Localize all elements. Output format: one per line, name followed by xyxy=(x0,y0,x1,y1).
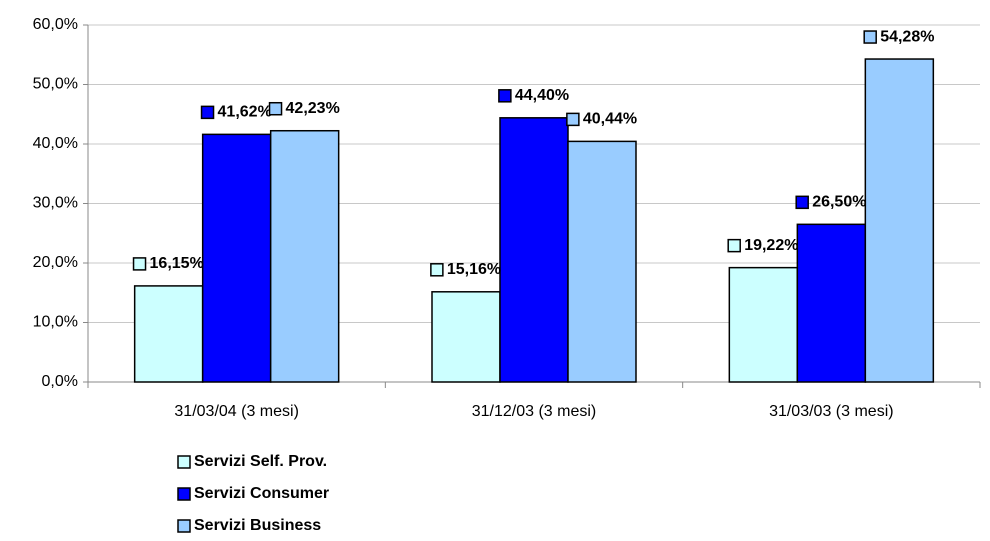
data-label-key xyxy=(200,105,215,120)
y-tick-label: 30,0% xyxy=(33,195,78,212)
bar xyxy=(864,58,935,383)
data-label: 26,50% xyxy=(812,194,866,211)
bar xyxy=(796,223,867,383)
data-label: 54,28% xyxy=(880,28,934,45)
y-tick-label: 10,0% xyxy=(33,314,78,331)
data-label-key xyxy=(498,89,512,103)
data-label: 15,16% xyxy=(447,261,501,278)
legend-swatch xyxy=(177,519,191,533)
data-label-key xyxy=(795,195,809,210)
y-tick-label: 50,0% xyxy=(33,76,78,93)
data-label-key xyxy=(268,101,283,116)
bar xyxy=(269,129,340,383)
x-tick-label: 31/03/03 (3 mesi) xyxy=(769,403,894,420)
bar xyxy=(133,285,204,383)
data-label-key xyxy=(863,30,877,44)
x-tick-label: 31/03/04 (3 mesi) xyxy=(174,403,299,420)
bar xyxy=(431,291,501,383)
y-tick-label: 60,0% xyxy=(33,16,78,33)
data-label: 42,23% xyxy=(286,100,340,117)
data-label: 41,62% xyxy=(218,104,272,121)
legend-label: Servizi Consumer xyxy=(194,485,329,502)
legend-label: Servizi Self. Prov. xyxy=(194,453,327,470)
bar xyxy=(201,133,272,383)
data-label: 16,15% xyxy=(150,255,204,272)
bar xyxy=(567,140,637,383)
data-label: 40,44% xyxy=(583,111,637,128)
legend-label: Servizi Business xyxy=(194,517,321,534)
data-label: 19,22% xyxy=(744,237,798,254)
y-tick-label: 0,0% xyxy=(42,373,78,390)
bar xyxy=(728,266,799,383)
data-label-key xyxy=(132,257,147,271)
data-label-key xyxy=(727,238,741,253)
legend-swatch xyxy=(177,455,191,469)
y-tick-label: 40,0% xyxy=(33,135,78,152)
legend-swatch xyxy=(177,487,191,501)
bar xyxy=(499,117,569,383)
data-label: 44,40% xyxy=(515,87,569,104)
data-label-key xyxy=(566,112,580,127)
data-label-key xyxy=(430,263,444,277)
x-tick-label: 31/12/03 (3 mesi) xyxy=(472,403,597,420)
y-tick-label: 20,0% xyxy=(33,254,78,271)
